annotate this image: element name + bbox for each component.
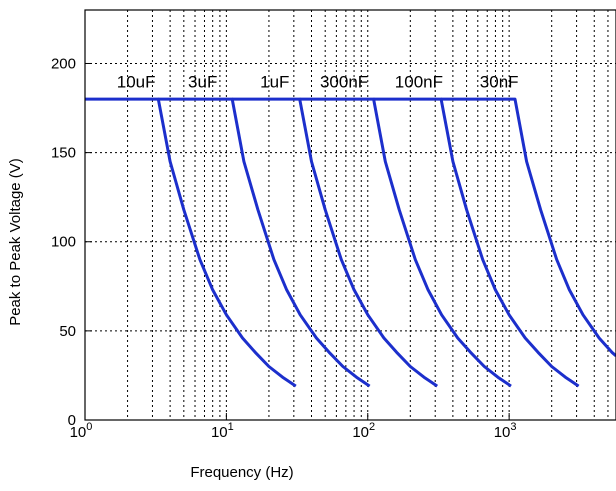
series-line-100nF <box>373 97 580 388</box>
grid-lines <box>85 10 616 420</box>
series-labels: 10uF 3uF 1uF 300nF 100nF 30nF <box>117 72 519 91</box>
y-tick-label: 0 <box>68 412 76 429</box>
series-label-300nF: 300nF <box>320 72 368 91</box>
series-line-30nF <box>441 97 616 357</box>
x-tick-label: 101 <box>211 421 234 441</box>
x-tick-label: 100 <box>70 421 93 441</box>
axis-ticks: 100 101 102 103 0 50 100 150 200 <box>51 55 517 441</box>
x-tick-label: 103 <box>494 421 517 441</box>
x-tick-label: 102 <box>352 421 375 441</box>
series-label-30nF: 30nF <box>480 72 519 91</box>
x-axis-label: Frequency (Hz) <box>190 464 293 481</box>
series-label-1uF: 1uF <box>260 72 289 91</box>
y-tick-label: 150 <box>51 145 76 162</box>
y-tick-label: 50 <box>59 323 76 340</box>
series-lines <box>85 97 616 388</box>
y-axis-label: Peak to Peak Voltage (V) <box>7 158 24 326</box>
y-tick-label: 100 <box>51 234 76 251</box>
plot-area-frame <box>84 9 616 421</box>
series-line-1uF <box>232 97 439 388</box>
series-line-300nF <box>299 97 512 388</box>
series-line-10uF <box>85 97 297 388</box>
series-line-3uF <box>158 97 371 388</box>
series-label-3uF: 3uF <box>188 72 217 91</box>
series-label-100nF: 100nF <box>395 72 443 91</box>
y-tick-label: 200 <box>51 55 76 72</box>
series-label-10uF: 10uF <box>117 72 156 91</box>
